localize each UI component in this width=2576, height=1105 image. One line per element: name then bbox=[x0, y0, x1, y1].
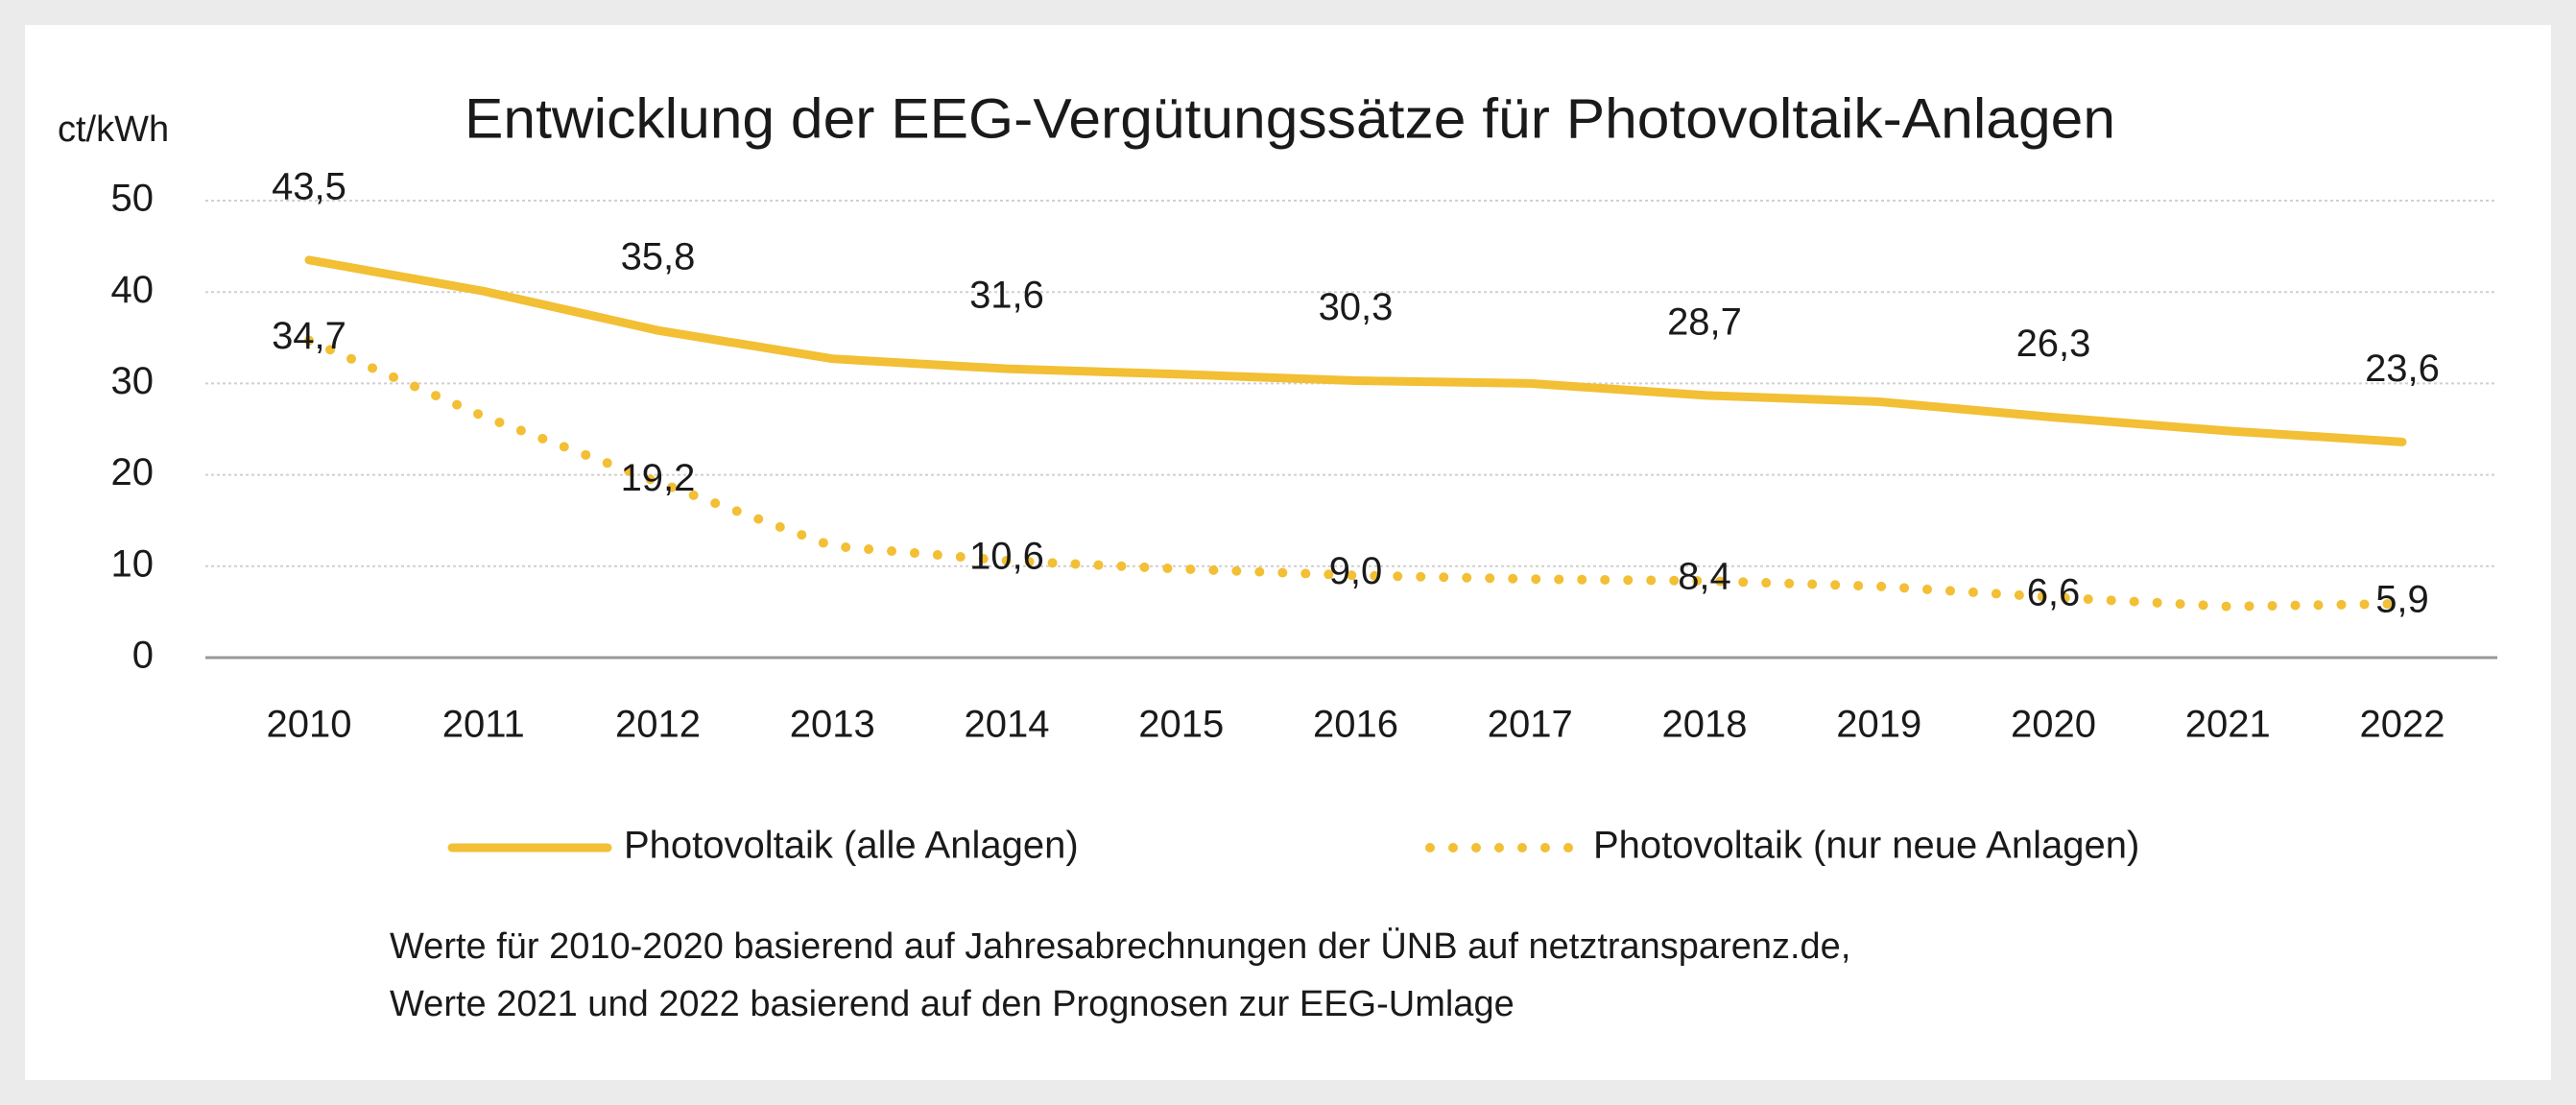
x-tick-label: 2018 bbox=[1662, 704, 1748, 746]
legend-label: Photovoltaik (nur neue Anlagen) bbox=[1593, 825, 2139, 867]
data-label: 19,2 bbox=[621, 457, 696, 499]
x-tick-label: 2010 bbox=[267, 704, 352, 746]
data-label: 5,9 bbox=[2375, 578, 2429, 620]
data-label: 28,7 bbox=[1667, 300, 1742, 343]
footnote: Werte für 2010-2020 basierend auf Jahres… bbox=[390, 926, 1850, 967]
x-tick-label: 2022 bbox=[2360, 704, 2445, 746]
x-tick-label: 2019 bbox=[1836, 704, 1921, 746]
line-series bbox=[304, 255, 2407, 446]
line-series bbox=[304, 335, 2407, 612]
legend-label: Photovoltaik (alle Anlagen) bbox=[624, 825, 1079, 867]
data-label: 35,8 bbox=[621, 236, 696, 278]
x-tick-label: 2012 bbox=[615, 704, 701, 746]
data-label: 8,4 bbox=[1678, 556, 1731, 598]
y-tick-label: 30 bbox=[111, 360, 155, 402]
data-label: 10,6 bbox=[969, 536, 1044, 578]
data-label: 23,6 bbox=[2365, 348, 2440, 390]
data-label: 9,0 bbox=[1329, 550, 1383, 592]
x-tick-label: 2015 bbox=[1138, 704, 1224, 746]
y-tick-label: 0 bbox=[132, 635, 154, 677]
panel bbox=[25, 25, 2551, 1080]
x-tick-label: 2014 bbox=[965, 704, 1050, 746]
x-tick-label: 2011 bbox=[442, 704, 525, 746]
x-tick-label: 2021 bbox=[2185, 704, 2271, 746]
data-label: 6,6 bbox=[2027, 572, 2081, 614]
x-tick-label: 2016 bbox=[1313, 704, 1398, 746]
chart-title: Entwicklung der EEG-Vergütungssätze für … bbox=[465, 87, 2115, 150]
y-tick-label: 10 bbox=[111, 542, 155, 585]
y-axis-label: ct/kWh bbox=[58, 109, 169, 150]
y-tick-label: 20 bbox=[111, 451, 155, 493]
x-tick-label: 2013 bbox=[790, 704, 875, 746]
y-tick-label: 50 bbox=[111, 178, 155, 220]
data-label: 34,7 bbox=[272, 315, 346, 357]
data-label: 26,3 bbox=[2016, 323, 2091, 365]
x-tick-label: 2017 bbox=[1488, 704, 1573, 746]
y-tick-label: 40 bbox=[111, 269, 155, 311]
footnote: Werte 2021 und 2022 basierend auf den Pr… bbox=[390, 984, 1515, 1024]
data-label: 43,5 bbox=[272, 165, 346, 207]
data-label: 30,3 bbox=[1319, 286, 1394, 328]
data-label: 31,6 bbox=[969, 275, 1044, 317]
x-tick-label: 2020 bbox=[2011, 704, 2096, 746]
